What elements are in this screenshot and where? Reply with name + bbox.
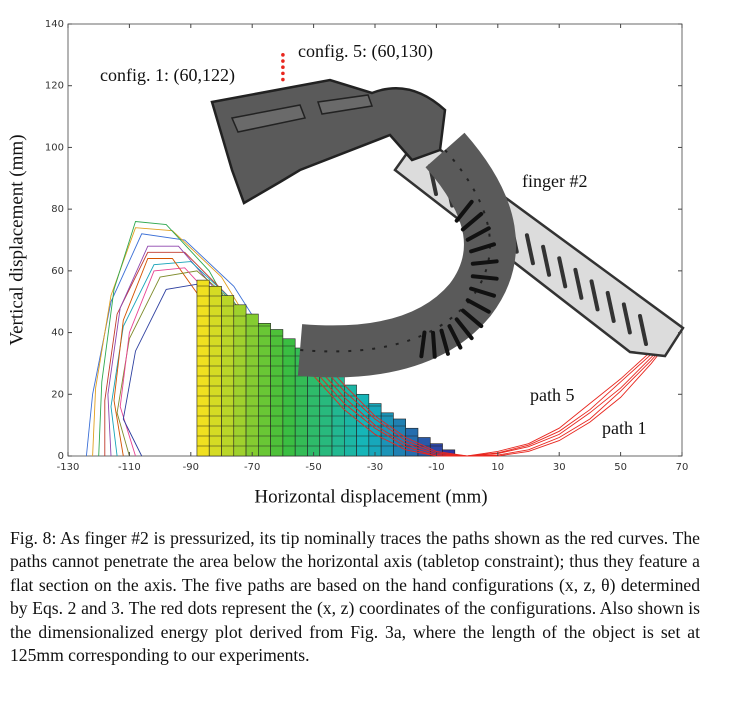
finger-1-rib bbox=[470, 274, 499, 281]
finger-1-rib bbox=[447, 324, 463, 350]
finger-1-rib bbox=[470, 259, 499, 266]
energy-bar bbox=[196, 279, 210, 457]
finger-2-rib bbox=[541, 244, 552, 277]
finger-1-rib bbox=[439, 328, 450, 356]
y-tick-label: 40 bbox=[51, 328, 64, 339]
finger-1-curl-edge bbox=[299, 149, 491, 353]
energy-bar bbox=[270, 329, 284, 457]
energy-bar bbox=[282, 338, 296, 457]
finger-2-rib bbox=[605, 290, 616, 323]
energy-bar bbox=[245, 313, 259, 457]
x-tick-label: -90 bbox=[183, 462, 199, 473]
x-axis-label: Horizontal displacement (mm) bbox=[254, 486, 487, 507]
gripper-slot bbox=[230, 94, 374, 133]
x-tick-label: 10 bbox=[491, 462, 504, 473]
figure: Horizontal displacement (mm) Vertical di… bbox=[6, 19, 689, 507]
x-tick-label: 70 bbox=[676, 462, 689, 473]
finger-illustration bbox=[210, 78, 685, 378]
finger-1-rib bbox=[465, 226, 491, 242]
finger-1-rib bbox=[465, 298, 491, 314]
finger-2-rib bbox=[621, 302, 632, 335]
finger-2-rib bbox=[573, 267, 584, 300]
finger-1-rib bbox=[454, 199, 474, 223]
gripper-base bbox=[210, 78, 447, 205]
finger-1-rib bbox=[454, 317, 474, 341]
annotation: config. 1: (60,122) bbox=[100, 65, 235, 86]
x-tick-label: -50 bbox=[305, 462, 321, 473]
config-point bbox=[281, 65, 285, 69]
finger-2-rib bbox=[557, 256, 568, 289]
energy-bar bbox=[208, 285, 222, 457]
x-tick-label: -30 bbox=[367, 462, 383, 473]
finger-1-rib bbox=[431, 330, 437, 359]
config-point bbox=[281, 71, 285, 76]
annotation: path 5 bbox=[530, 385, 575, 405]
energy-bar bbox=[233, 304, 247, 457]
annotation: path 1 bbox=[602, 418, 647, 438]
y-tick-label: 0 bbox=[58, 451, 64, 462]
y-tick-label: 80 bbox=[51, 204, 64, 215]
annotation: config. 5: (60,130) bbox=[298, 41, 433, 62]
y-tick-label: 100 bbox=[45, 142, 64, 153]
caption: Fig. 8: As finger #2 is pressurized, its… bbox=[10, 528, 700, 666]
config-point bbox=[281, 77, 285, 82]
finger-1-rib bbox=[460, 308, 484, 329]
y-tick-label: 60 bbox=[51, 266, 64, 277]
x-tick-label: -10 bbox=[428, 462, 444, 473]
x-tick-label: -110 bbox=[118, 462, 141, 473]
x-tick-label: 50 bbox=[614, 462, 627, 473]
energy-bar bbox=[319, 366, 333, 457]
config-point bbox=[281, 59, 285, 63]
x-tick-label: -70 bbox=[244, 462, 260, 473]
tip-path bbox=[313, 332, 677, 457]
y-axis-label: Vertical displacement (mm) bbox=[6, 134, 27, 345]
y-tick-label: 20 bbox=[51, 389, 64, 400]
finger-1-rib bbox=[460, 211, 484, 232]
x-tick-label: -130 bbox=[57, 462, 80, 473]
energy-bar bbox=[380, 412, 394, 457]
finger-1-rib bbox=[419, 330, 427, 359]
finger-2-rib bbox=[638, 314, 648, 346]
finger-1-curl bbox=[297, 132, 516, 378]
y-tick-label: 140 bbox=[45, 19, 64, 30]
finger-1-rib bbox=[469, 286, 497, 298]
finger-2-rib bbox=[589, 279, 600, 312]
plot-frame bbox=[67, 23, 683, 457]
finger-1-rib bbox=[469, 242, 497, 254]
config-point bbox=[281, 53, 285, 57]
annotation: finger #2 bbox=[522, 171, 587, 191]
finger-2-rib bbox=[524, 233, 535, 266]
x-tick-label: 30 bbox=[553, 462, 566, 473]
y-tick-label: 120 bbox=[45, 81, 64, 92]
